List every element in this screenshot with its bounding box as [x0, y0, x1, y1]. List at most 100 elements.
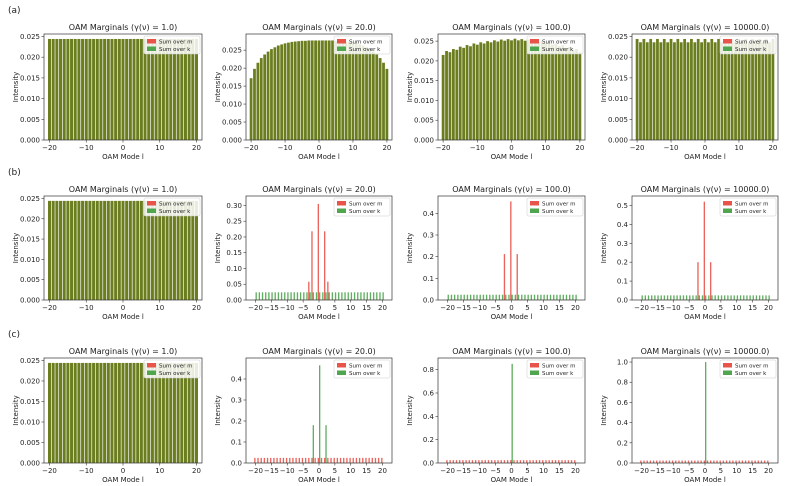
bar-sum-over-k-r1c1-12 — [357, 292, 359, 300]
bar-overlap-r1c0-20 — [194, 200, 198, 300]
legend-label-k-r0c1: Sum over k — [349, 47, 381, 53]
y-axis-label-r2c2: Intensity — [406, 395, 414, 425]
bar-overlap-r0c0--9 — [88, 38, 92, 140]
x-tick-label-r2c1-2: −10 — [280, 467, 295, 475]
bar-overlap-r0c1--7 — [293, 41, 297, 140]
y-tick-label-r2c1-0: 0.0 — [231, 460, 242, 468]
bar-sum-over-m-r2c3-9 — [732, 460, 734, 463]
bar-sum-over-m-r2c2--7 — [487, 460, 490, 463]
x-axis-label-r1c2: OAM Mode l — [491, 313, 533, 321]
bar-overlap-r2c0--12 — [77, 362, 81, 463]
bar-sum-over-k-r1c1-20 — [382, 292, 384, 300]
legend-box-r0c1 — [333, 35, 391, 55]
bar-overlap-r0c1-0 — [317, 40, 321, 140]
bar-overlap-r0c1--10 — [283, 43, 287, 140]
bar-sum-over-k-r1c3-17 — [758, 295, 761, 300]
y-tick-label-r0c3-5: 0.025 — [608, 33, 628, 41]
y-tick-label-r1c3-2: 0.2 — [617, 259, 628, 267]
bar-sum-over-k-r1c1--19 — [258, 292, 261, 300]
bar-overlap-r0c3-12 — [744, 38, 748, 140]
bar-sum-over-m-r2c1--1 — [314, 457, 316, 463]
bar-overlap-r0c0-2 — [128, 38, 132, 140]
bar-overlap-r0c2-7 — [534, 40, 537, 141]
bar-sum-over-k-r1c1--15 — [271, 292, 273, 300]
bar-overlap-r0c3-4 — [717, 38, 720, 140]
bar-sum-over-m-r2c3--14 — [659, 460, 661, 463]
bar-sum-over-k-r1c2-5 — [527, 294, 529, 300]
legend-swatch-k-r0c3 — [723, 46, 732, 51]
bar-sum-over-k-r1c3--19 — [644, 295, 647, 300]
bar-overlap-r0c0--10 — [84, 38, 88, 140]
x-tick-label-r1c2-6: 10 — [539, 304, 548, 312]
bar-overlap-r0c0-18 — [187, 38, 191, 140]
y-tick-label-r2c0-4: 0.020 — [20, 377, 40, 385]
bar-sum-over-m-r2c1-20 — [381, 457, 383, 463]
bar-overlap-r1c0--13 — [73, 200, 77, 300]
bar-sum-over-m-r2c1-19 — [377, 457, 380, 463]
bar-sum-over-m-r2c1-7 — [339, 457, 342, 463]
legend-swatch-k-r0c1 — [337, 46, 346, 51]
x-tick-label-r1c0-0: −20 — [42, 304, 57, 312]
bar-overlap-r0c1--12 — [276, 45, 280, 140]
bar-sum-over-k-r1c1-19 — [379, 292, 381, 300]
bar-overlap-r1c0-6 — [143, 200, 147, 300]
panel-title-r0c0: OAM Marginals (γ(ν) = 1.0) — [69, 23, 177, 32]
bar-overlap-r0c2-4 — [523, 40, 527, 141]
y-tick-label-r1c2-0: 0.0 — [423, 297, 434, 305]
bar-overlap-r0c3-16 — [757, 38, 761, 140]
legend-label-k-r2c0: Sum over k — [159, 371, 191, 377]
legend-box-r1c2 — [526, 197, 584, 217]
bar-sum-over-k-r1c1--6 — [299, 292, 302, 300]
x-tick-label-r2c2-7: 15 — [555, 467, 564, 475]
bar-sum-over-m-r2c3--18 — [646, 460, 648, 463]
bar-sum-over-k-r1c3-12 — [743, 295, 745, 300]
bar-overlap-r1c0--1 — [117, 200, 121, 300]
legend-label-m-r1c1: Sum over m — [349, 202, 382, 208]
bar-sum-over-k-r2c1-0 — [319, 365, 321, 463]
x-axis-label-r0c2: OAM Mode l — [491, 153, 533, 161]
x-tick-label-r0c0-1: −10 — [79, 144, 94, 152]
x-tick-label-r0c2-4: 20 — [575, 144, 584, 152]
bar-overlap-r0c1--6 — [297, 41, 301, 140]
y-tick-label-r1c1-3: 0.15 — [226, 249, 242, 257]
legend-label-m-r2c1: Sum over m — [349, 364, 382, 370]
bar-overlap-r0c3--19 — [639, 42, 642, 140]
bar-overlap-r1c0-5 — [139, 200, 143, 300]
bar-overlap-r0c2--3 — [499, 39, 503, 141]
y-tick-label-r2c3-4: 0.8 — [617, 379, 628, 387]
bar-overlap-r0c0--19 — [51, 38, 55, 140]
row-label-a: (a) — [8, 6, 21, 16]
x-tick-label-r2c3-1: −15 — [650, 467, 665, 475]
bar-overlap-r0c3-8 — [730, 38, 734, 140]
bar-sum-over-k-r1c2--1 — [508, 294, 510, 300]
bar-sum-over-k-r1c3--7 — [682, 295, 685, 300]
bar-sum-over-k-r1c2-20 — [575, 294, 577, 300]
y-tick-label-r1c2-3: 0.3 — [423, 232, 434, 240]
bar-overlap-r0c3-20 — [771, 38, 775, 140]
bar-overlap-r0c1-18 — [378, 58, 382, 140]
x-tick-label-r2c2-5: 5 — [525, 467, 529, 475]
bar-overlap-r0c1--16 — [263, 54, 267, 141]
legend-box-r2c2 — [526, 359, 584, 379]
bar-sum-over-m-r2c3-11 — [738, 460, 740, 463]
bar-overlap-r0c0-6 — [143, 38, 147, 140]
bar-sum-over-k-r1c2--16 — [460, 294, 462, 300]
legend-label-m-r1c0: Sum over m — [159, 202, 192, 208]
x-tick-label-r1c1-5: 5 — [333, 304, 337, 312]
x-tick-label-r2c1-4: 0 — [317, 467, 321, 475]
bar-sum-over-k-r1c2--15 — [463, 294, 465, 300]
bar-sum-over-m-r2c3-0 — [703, 460, 705, 463]
y-tick-label-r1c0-1: 0.005 — [20, 276, 40, 284]
bar-sum-over-k-r1c1-6 — [338, 292, 340, 300]
bar-overlap-r0c2--19 — [445, 51, 448, 140]
bar-overlap-r1c0--20 — [48, 200, 52, 300]
bar-overlap-r0c3--14 — [656, 38, 659, 140]
x-tick-label-r1c2-8: 20 — [571, 304, 580, 312]
bar-sum-over-m-r2c1--4 — [304, 457, 307, 463]
x-tick-label-r1c0-1: −10 — [79, 304, 94, 312]
bar-sum-over-k-r1c3--8 — [679, 295, 681, 300]
x-tick-label-r0c2-3: 10 — [541, 144, 550, 152]
x-tick-label-r1c3-6: 10 — [732, 304, 741, 312]
bar-sum-over-m-r2c2-0 — [510, 460, 512, 463]
legend-label-k-r1c0: Sum over k — [159, 209, 191, 215]
